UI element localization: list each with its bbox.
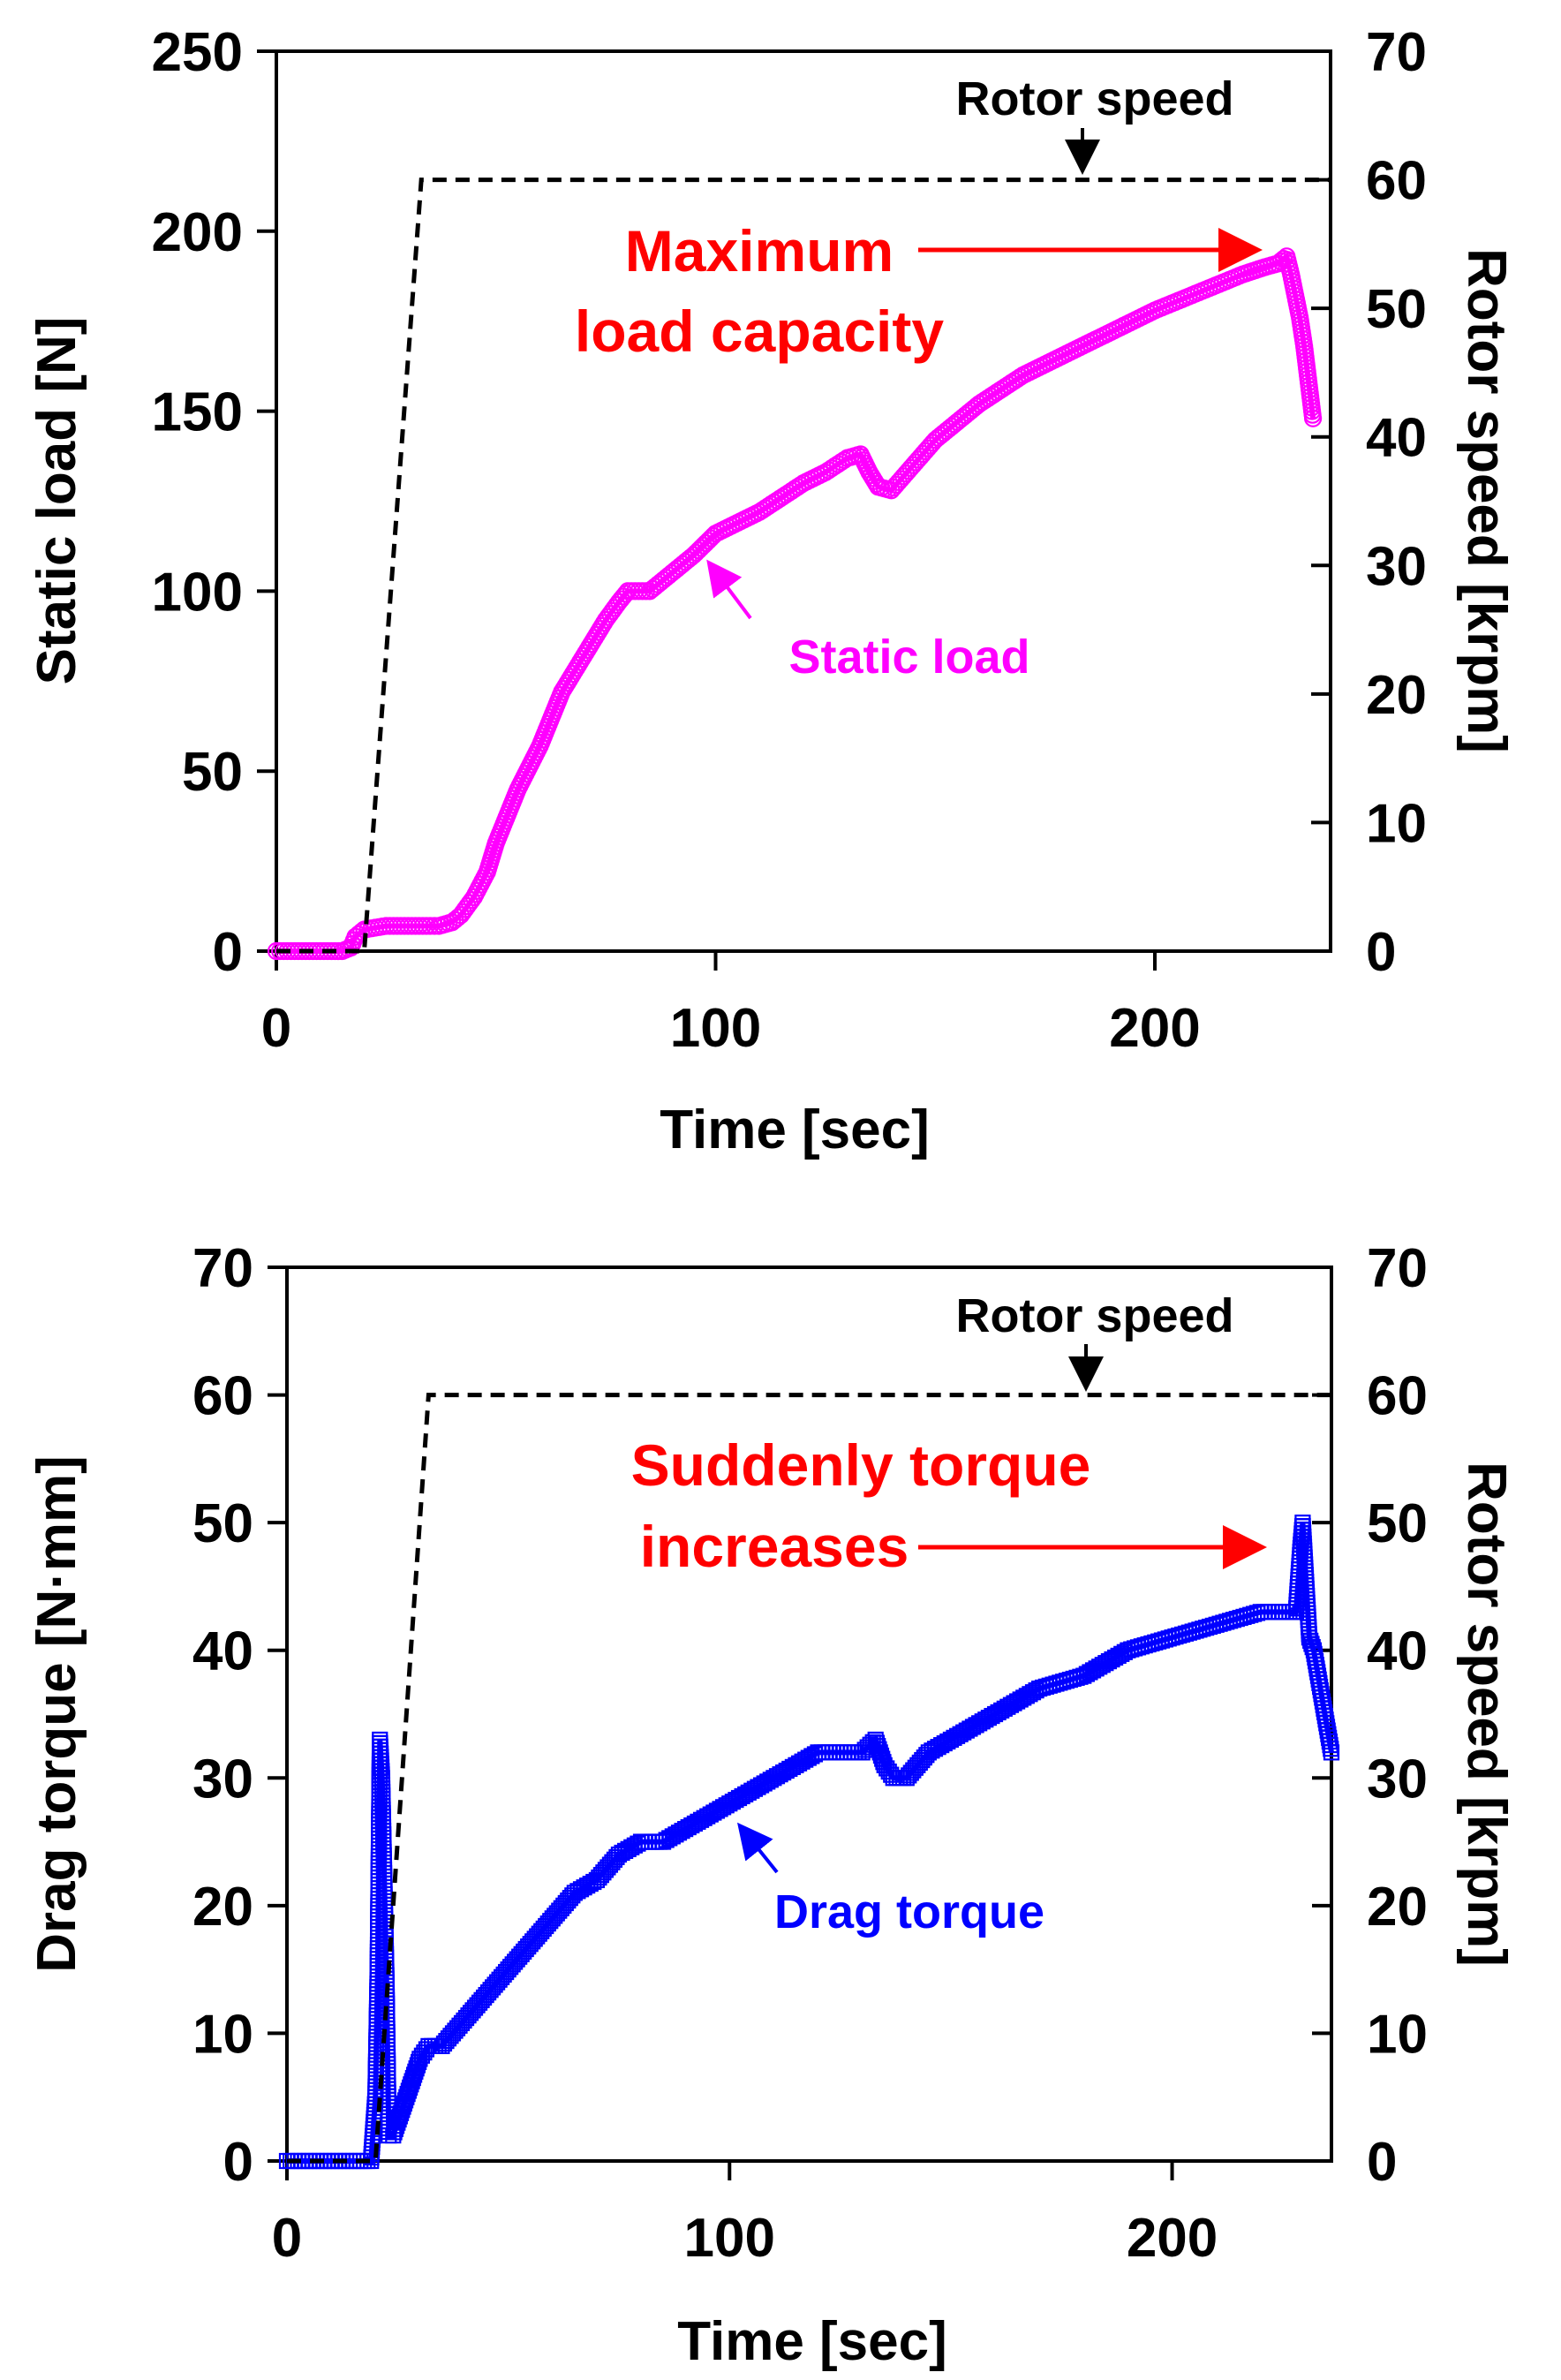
rotor-speed-annotation: Rotor speed xyxy=(955,1289,1233,1342)
y-tick-label: 200 xyxy=(152,202,243,263)
y2-tick-label: 0 xyxy=(1366,922,1396,983)
y2-tick-label: 60 xyxy=(1366,151,1427,212)
static-load-point xyxy=(1303,409,1323,427)
y-tick-label: 50 xyxy=(182,742,243,803)
static-load-point xyxy=(454,903,472,921)
y-tick-label: 50 xyxy=(192,1493,253,1554)
y-tick-label: 60 xyxy=(192,1366,253,1427)
y-tick-label: 20 xyxy=(192,1877,253,1938)
x-axis-ticks: 0 100 200 xyxy=(261,951,1201,1059)
static-load-annotation: Static load xyxy=(788,631,1029,684)
y-tick-label: 30 xyxy=(192,1749,253,1810)
rotor-speed-line xyxy=(276,178,1331,954)
y-axis-title: Static load [N] xyxy=(26,317,87,685)
static-load-arrow xyxy=(706,559,752,620)
y-tick-label: 10 xyxy=(192,2004,253,2065)
series-layer xyxy=(267,178,1331,961)
y-tick-label: 70 xyxy=(192,1238,253,1299)
max-capacity-line2: load capacity xyxy=(575,298,944,364)
drag-torque-line xyxy=(287,1522,1334,2164)
static-load-point xyxy=(451,906,471,925)
x-tick-label: 0 xyxy=(272,2208,302,2269)
y2-tick-label: 70 xyxy=(1367,1238,1428,1299)
y2-tick-label: 20 xyxy=(1366,665,1427,726)
y2-tick-label: 30 xyxy=(1366,536,1427,597)
y-tick-label: 100 xyxy=(152,562,243,623)
sudden-increase-line1: Suddenly torque xyxy=(631,1432,1091,1498)
right-axis-ticks: 0 10 20 30 40 50 60 70 xyxy=(1311,22,1427,983)
x-axis-title: Time [sec] xyxy=(660,1099,930,1160)
x-tick-label: 200 xyxy=(1127,2208,1218,2269)
static-load-point xyxy=(426,917,444,935)
y-tick-label: 250 xyxy=(152,22,243,83)
y2-tick-label: 50 xyxy=(1366,279,1427,340)
right-axis-ticks: 0 10 20 30 40 50 60 70 xyxy=(1312,1238,1428,2193)
y2-tick-label: 10 xyxy=(1366,793,1427,854)
x-tick-label: 100 xyxy=(684,2208,775,2269)
y2-tick-label: 60 xyxy=(1367,1366,1428,1427)
x-tick-label: 200 xyxy=(1109,998,1200,1059)
y-tick-label: 0 xyxy=(213,922,243,983)
y2-axis-title: Rotor speed [krpm] xyxy=(1456,248,1517,753)
y2-tick-label: 40 xyxy=(1367,1621,1428,1682)
y-tick-label: 150 xyxy=(152,382,243,443)
drag-torque-arrow xyxy=(737,1822,779,1874)
y2-tick-label: 10 xyxy=(1367,2004,1428,2065)
y-tick-label: 40 xyxy=(192,1621,253,1682)
drag-torque-point xyxy=(883,1766,900,1783)
static-load-point xyxy=(597,610,615,630)
y2-tick-label: 30 xyxy=(1367,1749,1428,1810)
y2-tick-label: 20 xyxy=(1367,1877,1428,1938)
rotor-speed-line xyxy=(287,1393,1331,2164)
static-load-point xyxy=(600,605,620,623)
rotor-speed-annotation: Rotor speed xyxy=(955,72,1233,125)
drag-torque-point xyxy=(418,2041,435,2058)
static-load-point xyxy=(458,896,477,916)
y-axis-title: Drag torque [N·mm] xyxy=(26,1455,87,1973)
x-axis-title: Time [sec] xyxy=(677,2311,947,2372)
left-axis-ticks: 0 50 100 150 200 250 xyxy=(152,22,276,983)
x-tick-label: 100 xyxy=(670,998,761,1059)
max-capacity-line1: Maximum xyxy=(625,218,894,283)
drag-torque-annotation: Drag torque xyxy=(774,1885,1044,1938)
static-load-point xyxy=(456,900,475,918)
y-tick-label: 0 xyxy=(223,2132,253,2193)
y2-tick-label: 40 xyxy=(1366,408,1427,469)
y2-tick-label: 50 xyxy=(1367,1493,1428,1554)
left-axis-ticks: 0 10 20 30 40 50 60 70 xyxy=(192,1238,287,2193)
static-load-point xyxy=(603,601,622,620)
y2-tick-label: 70 xyxy=(1366,22,1427,83)
plot-frame xyxy=(285,1266,1333,2163)
x-tick-label: 0 xyxy=(261,998,291,1059)
sudden-increase-line2: increases xyxy=(640,1514,909,1579)
x-axis-ticks: 0 100 200 xyxy=(272,2161,1218,2269)
plot-frame xyxy=(275,49,1332,953)
y2-axis-title: Rotor speed [krpm] xyxy=(1456,1462,1517,1967)
static-load-point xyxy=(867,474,886,494)
drag-torque-point xyxy=(1323,1744,1340,1761)
y2-tick-label: 0 xyxy=(1367,2132,1397,2193)
static-load-point xyxy=(599,608,617,626)
series-layer xyxy=(278,1393,1340,2170)
